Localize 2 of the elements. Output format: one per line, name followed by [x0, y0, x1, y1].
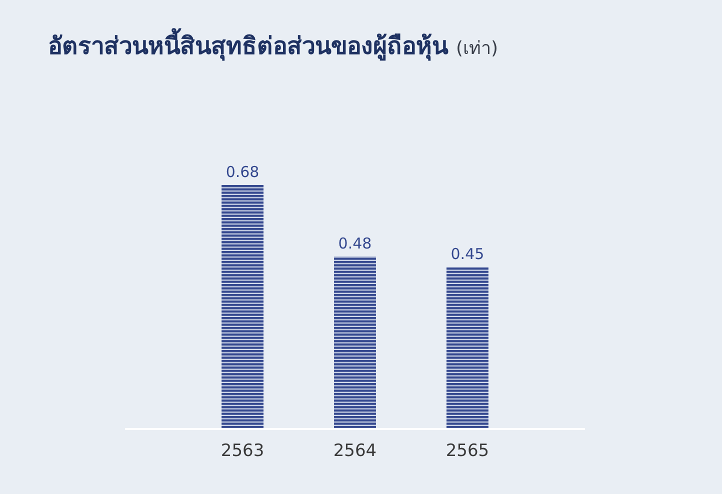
- title: อัตราส่วนหนี้สินสุทธิต่อส่วนของผู้ถือหุ้น: [47, 24, 449, 70]
- subtitle: (เท่า): [455, 37, 500, 61]
